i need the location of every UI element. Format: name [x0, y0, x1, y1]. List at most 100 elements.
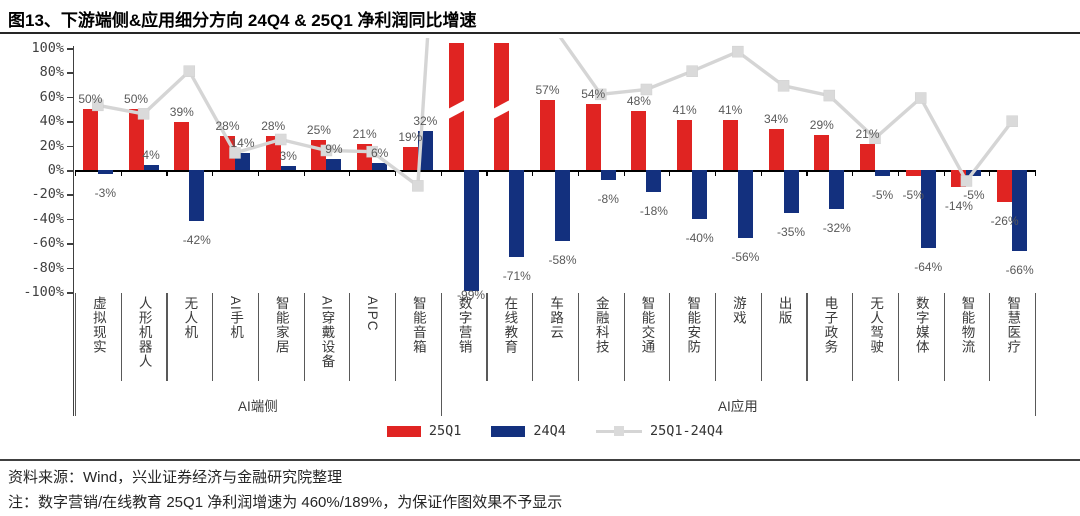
x-axis-tick	[577, 170, 580, 176]
category-label-无人驾驶: 无人驾驶	[868, 296, 884, 354]
value-label-24q4-在线教育: -71%	[502, 268, 531, 283]
bar-25q1-金融科技	[585, 104, 601, 170]
x-axis-tick	[75, 170, 77, 176]
y-axis-tick-label: 40%	[39, 113, 64, 130]
y-axis-tick-label: -80%	[31, 259, 64, 276]
bar-24q4-AI穿戴设备	[326, 159, 342, 170]
note-text: 注：数字营销/在线教育 25Q1 净利润增速为 460%/189%，为保证作图效…	[8, 494, 563, 511]
bar-25q1-数字营销	[441, 43, 471, 170]
category-separator	[532, 293, 534, 381]
category-separator	[577, 293, 579, 381]
category-label-智能物流: 智能物流	[959, 296, 975, 354]
category-separator	[212, 293, 214, 381]
value-label-24q4-人形机器人: 4%	[142, 148, 160, 163]
category-label-智慧医疗: 智慧医疗	[1005, 296, 1021, 354]
value-label-25q1-金融科技: 54%	[581, 87, 606, 102]
value-label-24q4-智能音箱: 32%	[413, 113, 438, 128]
group-separator	[440, 293, 442, 416]
legend-swatch-25q1	[386, 425, 421, 437]
title-rule	[0, 32, 1080, 34]
y-axis-tick	[67, 145, 73, 148]
diff-line-marker	[1006, 115, 1018, 127]
x-axis-tick	[852, 170, 854, 176]
diff-line-marker	[823, 89, 836, 102]
category-label-游戏: 游戏	[730, 296, 746, 325]
group-label-AI应用: AI应用	[717, 399, 758, 414]
legend-label-24q4: 24Q4	[533, 423, 566, 439]
bar-24q4-智能安防	[692, 170, 708, 219]
x-axis-tick	[303, 170, 305, 176]
bar-24q4-虚拟现实	[97, 170, 113, 174]
diff-line-marker	[183, 65, 196, 77]
category-label-数字营销: 数字营销	[456, 296, 472, 354]
category-separator	[806, 293, 808, 381]
bar-25q1-智能音箱	[402, 146, 418, 170]
value-label-25q1-数字媒体: -5%	[902, 188, 924, 203]
chart-area: 100% 80% 60% 40% 20% 0% -20% -40% -60% -80% -100% 5…	[23, 38, 1037, 416]
footer-rule	[0, 459, 1080, 461]
value-label-25q1-游戏: 41%	[718, 102, 743, 117]
diff-line-marker	[869, 132, 881, 145]
y-axis-tick	[67, 218, 73, 221]
bar-25q1-智能交通	[631, 111, 647, 170]
legend-label-25q1: 25Q1	[428, 423, 462, 439]
x-axis-tick	[943, 170, 945, 176]
diff-line-marker	[640, 83, 653, 96]
bar-24q4-无人机	[189, 170, 205, 222]
diff-line-marker	[366, 145, 378, 158]
category-separator	[349, 293, 351, 381]
category-separator	[943, 293, 945, 381]
figure-title: 图13、下游端侧&应用细分方向 24Q4 & 25Q1 净利润同比增速	[8, 11, 477, 30]
bar-24q4-数字媒体	[920, 170, 936, 249]
value-label-24q4-AIPC: 6%	[370, 145, 389, 160]
x-axis-tick	[395, 170, 397, 176]
value-label-25q1-虚拟现实: 50%	[78, 92, 103, 106]
category-separator	[897, 293, 899, 381]
category-separator	[120, 293, 122, 381]
y-axis-tick	[67, 267, 73, 270]
value-label-24q4-游戏: -56%	[731, 250, 760, 265]
legend-label-diff: 25Q1-24Q4	[649, 423, 724, 439]
x-axis-tick	[715, 170, 717, 176]
bar-24q4-游戏	[737, 170, 753, 239]
group-label-AI端侧: AI端侧	[237, 399, 278, 414]
value-label-24q4-电子政务: -32%	[822, 221, 851, 236]
value-label-24q4-智慧医疗: -66%	[1005, 262, 1034, 277]
value-label-24q4-出版: -35%	[777, 224, 806, 239]
value-label-24q4-智能物流: -5%	[963, 188, 985, 203]
legend-item-25q1: 25Q1	[386, 423, 462, 439]
y-axis-tick	[67, 292, 73, 294]
category-label-智能音箱: 智能音箱	[410, 296, 426, 354]
value-label-25q1-人形机器人: 50%	[124, 92, 149, 106]
diff-line-marker	[594, 88, 607, 101]
value-label-25q1-电子政务: 29%	[809, 117, 834, 132]
bar-25q1-电子政务	[814, 134, 830, 170]
value-label-25q1-AI穿戴设备: 25%	[306, 122, 331, 137]
category-label-数字媒体: 数字媒体	[913, 296, 929, 354]
bar-25q1-无人机	[174, 122, 190, 170]
x-axis-tick	[166, 170, 168, 176]
y-axis-tick	[67, 96, 73, 99]
diff-line-marker	[92, 99, 104, 112]
source-text: 资料来源：Wind，兴业证券经济与金融研究院整理	[8, 469, 343, 486]
value-label-25q1-无人驾驶: 21%	[855, 127, 880, 142]
value-label-24q4-无人驾驶: -5%	[871, 188, 894, 203]
bar-24q4-在线教育	[509, 170, 525, 257]
value-label-24q4-数字营销: -99%	[457, 288, 486, 302]
diff-line-marker	[137, 108, 150, 120]
value-label-25q1-智能音箱: 19%	[398, 129, 423, 144]
y-axis-tick-label: 0%	[47, 162, 64, 178]
y-axis-tick-label: 20%	[39, 137, 64, 154]
diff-line-marker	[229, 147, 241, 159]
value-label-25q1-智慧医疗: -26%	[990, 213, 1019, 228]
x-axis-tick	[440, 170, 442, 176]
y-axis-tick-label: -20%	[31, 186, 64, 203]
value-label-24q4-智能家居: 3%	[279, 149, 297, 164]
category-label-无人机: 无人机	[182, 296, 198, 340]
value-label-25q1-AI手机: 28%	[215, 118, 240, 133]
value-label-24q4-智能安防: -40%	[685, 230, 714, 245]
bar-24q4-人形机器人	[143, 165, 159, 170]
x-axis-tick	[806, 170, 808, 176]
diff-line-marker	[777, 80, 790, 92]
category-separator	[989, 293, 991, 381]
